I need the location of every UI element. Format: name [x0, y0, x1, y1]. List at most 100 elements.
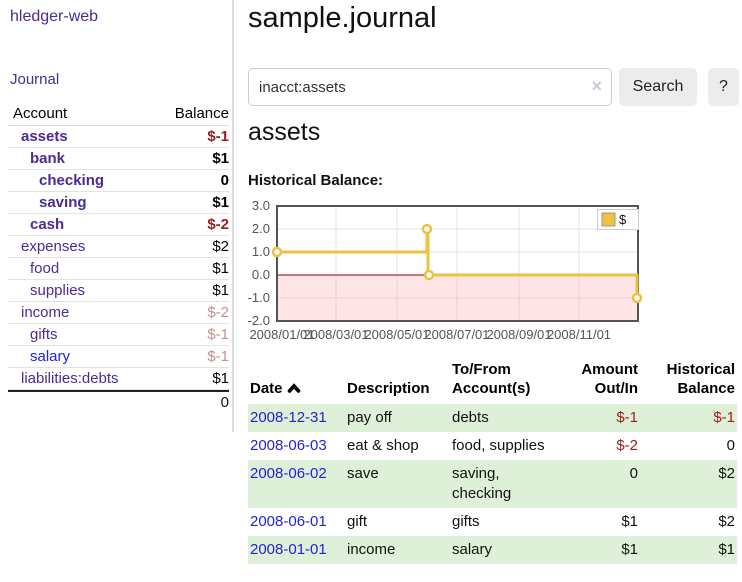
- account-balance: $1: [212, 282, 229, 299]
- legend-label: $: [619, 212, 627, 227]
- account-balance: $-1: [207, 326, 229, 343]
- account-row-checking: checking 0: [8, 170, 229, 192]
- account-heading: assets: [248, 118, 321, 146]
- svg-text:-1.0: -1.0: [248, 290, 270, 305]
- amount-out-in-column-header: Amount Out/In: [581, 361, 638, 397]
- transaction-balance: $1: [718, 541, 735, 558]
- svg-text:2008/01/01: 2008/01/01: [249, 327, 314, 342]
- svg-text:3.0: 3.0: [252, 198, 270, 213]
- balance-column-header: Balance: [174, 105, 229, 122]
- account-link[interactable]: food: [30, 260, 60, 277]
- account-row-assets: assets $-1: [8, 126, 229, 148]
- account-row-cash: cash $-2: [8, 214, 229, 236]
- chart-title: Historical Balance:: [248, 172, 384, 189]
- account-link[interactable]: expenses: [21, 238, 86, 255]
- transaction-row: 2008-06-03 eat & shop food, supplies $-2…: [248, 432, 737, 460]
- account-balance: $-1: [207, 128, 229, 145]
- description-column-header: Description: [347, 380, 430, 397]
- transaction-row: 2008-06-01 gift gifts $1 $2: [248, 508, 737, 536]
- account-row-food: food $1: [8, 258, 229, 280]
- historical-balance-column-header: Historical Balance: [666, 361, 735, 397]
- y-axis-tick-labels: 3.0 2.0 1.0 0.0 -1.0 -2.0: [248, 198, 270, 328]
- accounts-total-row: 0: [8, 390, 229, 413]
- account-balance: $1: [212, 260, 229, 277]
- date-column-header[interactable]: Date: [248, 358, 345, 404]
- search-input-wrap: ×: [248, 68, 612, 106]
- account-row-expenses: expenses $2: [8, 236, 229, 258]
- transaction-amount: $1: [621, 513, 638, 530]
- sidebar-item-journal[interactable]: Journal: [10, 71, 60, 88]
- account-row-supplies: supplies $1: [8, 280, 229, 302]
- search-input[interactable]: [248, 68, 612, 106]
- account-link[interactable]: supplies: [30, 282, 86, 299]
- register-table: Date Description To/From Account(s) Amou…: [248, 358, 737, 564]
- help-button[interactable]: ?: [708, 68, 739, 106]
- transaction-row: 2008-06-02 save saving, checking 0 $2: [248, 460, 737, 508]
- transaction-balance: $2: [718, 513, 735, 530]
- account-row-salary: salary $-1: [8, 346, 229, 368]
- transaction-amount: $1: [621, 541, 638, 558]
- negative-region-shade: [278, 275, 637, 321]
- svg-text:2008/11/01: 2008/11/01: [547, 327, 611, 342]
- brand-link[interactable]: hledger-web: [10, 8, 99, 25]
- chart-legend: $: [597, 209, 639, 230]
- account-balance: $2: [212, 238, 229, 255]
- chart-gridlines: [278, 207, 637, 320]
- account-balance: $-1: [207, 348, 229, 365]
- account-row-gifts: gifts $-1: [8, 324, 229, 346]
- transaction-date-link[interactable]: 2008-06-03: [250, 437, 327, 454]
- svg-text:-2.0: -2.0: [248, 313, 270, 328]
- account-link[interactable]: cash: [30, 216, 65, 233]
- to-from-accounts-column-header: To/From Account(s): [452, 361, 531, 397]
- transaction-amount: 0: [629, 465, 638, 482]
- data-point-markers: [271, 223, 643, 304]
- transaction-description: pay off: [347, 409, 392, 426]
- transaction-accounts: gifts: [452, 513, 480, 530]
- sort-ascending-icon: [287, 383, 300, 393]
- account-balance: $1: [212, 194, 229, 211]
- account-column-header: Account: [13, 105, 68, 122]
- transaction-row: 2008-01-01 income salary $1 $1: [248, 536, 737, 564]
- account-link[interactable]: bank: [30, 150, 66, 167]
- transaction-balance: $2: [718, 465, 735, 482]
- transaction-date-link[interactable]: 2008-06-02: [250, 465, 327, 482]
- account-row-liabilities-debts: liabilities:debts $1: [8, 368, 229, 390]
- transaction-date-link[interactable]: 2008-01-01: [250, 541, 327, 558]
- account-link[interactable]: salary: [30, 348, 71, 365]
- svg-text:1.0: 1.0: [252, 244, 270, 259]
- account-link[interactable]: assets: [21, 128, 68, 145]
- svg-text:0.0: 0.0: [252, 267, 270, 282]
- accounts-table-header: Account Balance: [8, 103, 229, 126]
- account-balance: 0: [220, 172, 229, 189]
- account-link[interactable]: saving: [39, 194, 87, 211]
- transaction-accounts: debts: [452, 409, 489, 426]
- accounts-total-value: 0: [220, 394, 229, 411]
- transaction-accounts: food, supplies: [452, 437, 545, 454]
- clear-search-icon[interactable]: ×: [591, 76, 602, 96]
- transaction-accounts: salary: [452, 541, 493, 558]
- transaction-description: income: [347, 541, 396, 558]
- page-title: sample.journal: [248, 2, 437, 34]
- transaction-balance: $-1: [713, 409, 735, 426]
- x-axis-tick-labels: 2008/01/01 2008/03/01 2008/05/01 2008/07…: [249, 327, 611, 342]
- account-link[interactable]: income: [21, 304, 70, 321]
- account-balance: $-2: [207, 304, 229, 321]
- svg-text:2008/07/01: 2008/07/01: [424, 327, 489, 342]
- svg-text:2008/09/01: 2008/09/01: [486, 327, 551, 342]
- transaction-date-link[interactable]: 2008-06-01: [250, 513, 327, 530]
- search-button[interactable]: Search: [619, 68, 697, 106]
- svg-text:2008/03/01: 2008/03/01: [303, 327, 368, 342]
- account-link[interactable]: liabilities:debts: [21, 370, 119, 387]
- transaction-description: save: [347, 465, 379, 482]
- accounts-balance-table: Account Balance assets $-1 bank $1 check…: [8, 103, 229, 413]
- account-balance: $1: [212, 370, 229, 387]
- account-link[interactable]: checking: [39, 172, 105, 189]
- transaction-date-link[interactable]: 2008-12-31: [250, 409, 327, 426]
- transaction-amount: $-2: [616, 437, 638, 454]
- account-link[interactable]: gifts: [30, 326, 58, 343]
- account-row-bank: bank $1: [8, 148, 229, 170]
- transaction-accounts: saving, checking: [452, 465, 512, 502]
- historical-balance-chart: $ 3.0 2.0 1.0 0.0 -1.0 -2.0 2008/01/01 2…: [248, 198, 643, 342]
- sidebar-divider: [232, 0, 234, 432]
